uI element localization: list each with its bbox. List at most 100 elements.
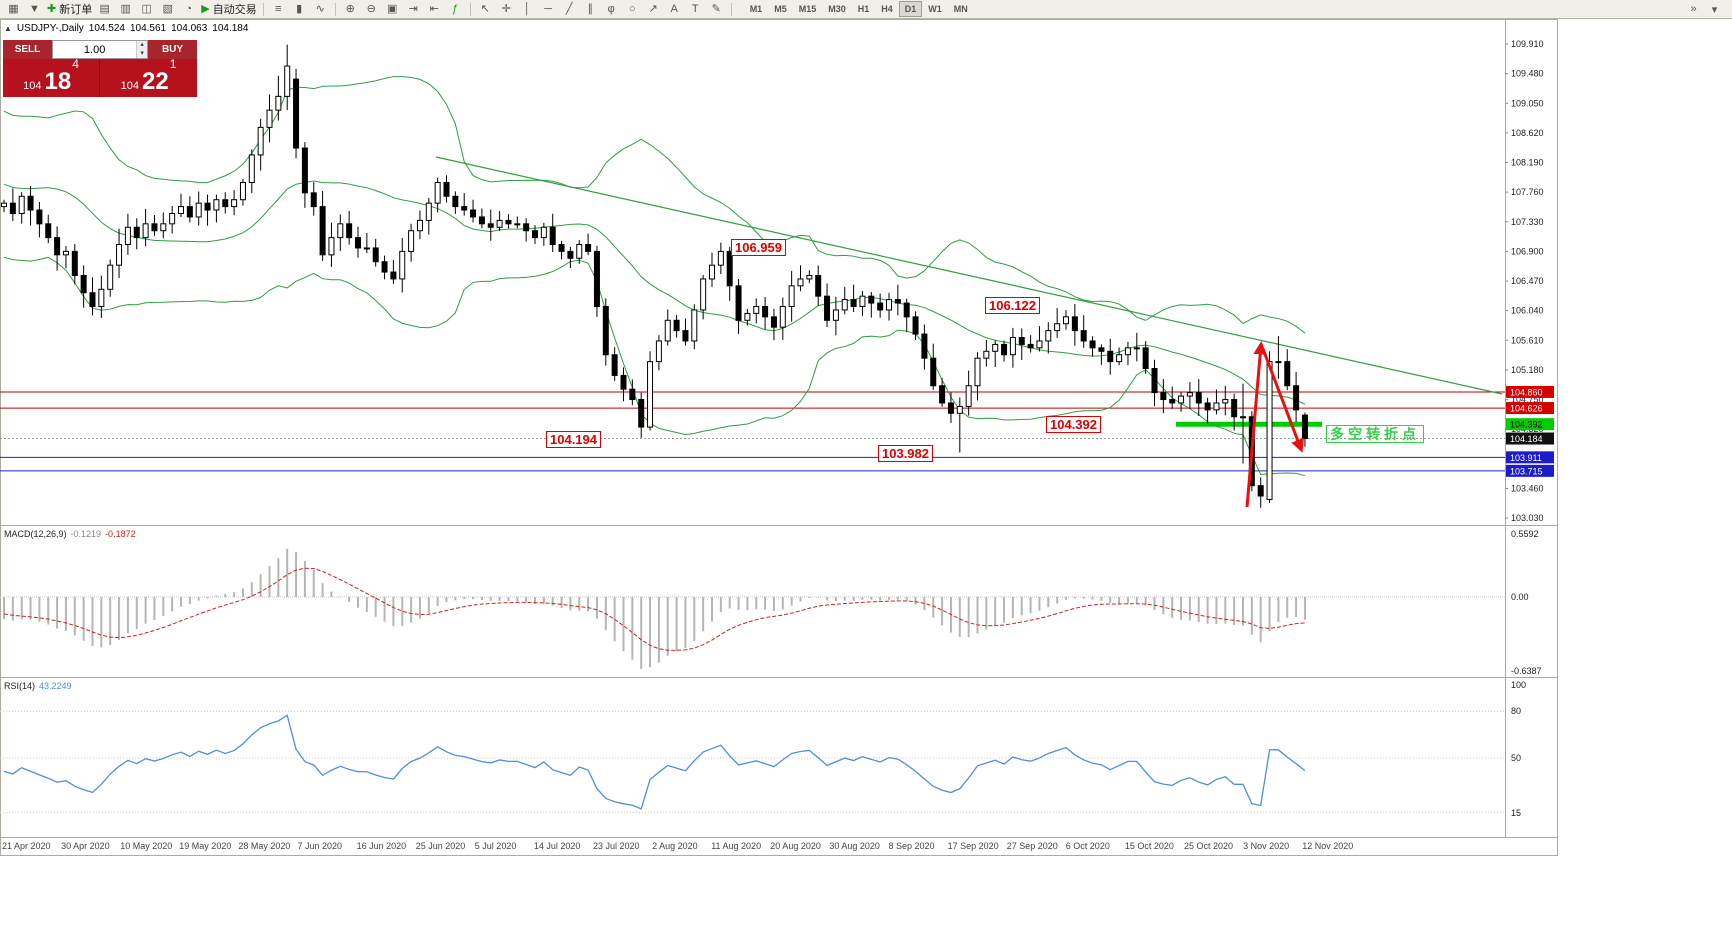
vertical-line-icon[interactable]: │ — [517, 1, 538, 17]
text-icon-glyph: A — [670, 3, 678, 15]
market-watch-icon[interactable]: ▤ — [94, 1, 115, 17]
volume-spinner: ▴ ▾ — [136, 41, 147, 58]
strategy-tester-icon[interactable]: ◔ — [178, 1, 199, 17]
shapes-icon[interactable]: ○ — [622, 1, 643, 17]
autotrading-button[interactable]: ▶ 自动交易 — [199, 1, 258, 17]
delete-objects-icon[interactable]: ✎ — [706, 1, 727, 17]
horizontal-line-icon-glyph: ─ — [544, 3, 553, 15]
date-label: 25 Oct 2020 — [1184, 841, 1233, 851]
zoom-out-icon[interactable]: ⊖ — [361, 1, 382, 17]
price-tag: 104.860 — [1510, 387, 1543, 397]
price-tick: 105.610 — [1511, 335, 1544, 345]
timeframe-mn[interactable]: MN — [953, 4, 968, 14]
zoom-out-icon-glyph: ⊖ — [366, 3, 376, 15]
price-label[interactable]: 106.122 — [985, 297, 1040, 314]
price-tag: 103.715 — [1510, 466, 1543, 476]
date-label: 3 Nov 2020 — [1243, 841, 1289, 851]
timeframe-d1[interactable]: D1 — [898, 1, 923, 17]
zoom-in-icon[interactable]: ⊕ — [340, 1, 361, 17]
timeframe-h4[interactable]: H4 — [881, 4, 893, 14]
new-order-button[interactable]: ✚ 新订单 — [45, 1, 94, 17]
date-label: 17 Sep 2020 — [948, 841, 999, 851]
price-tick: 106.040 — [1511, 306, 1544, 316]
price-tick: 107.760 — [1511, 187, 1544, 197]
text-icon[interactable]: A — [664, 1, 685, 17]
annotation-note[interactable]: 多空转折点 — [1326, 425, 1424, 443]
sell-price-button[interactable]: 104 18 4 — [3, 57, 100, 97]
date-label: 23 Jul 2020 — [593, 841, 640, 851]
date-label: 19 May 2020 — [179, 841, 231, 851]
trendline-icon[interactable]: ╱ — [559, 1, 580, 17]
price-label[interactable]: 104.194 — [546, 431, 601, 448]
indicators-icon[interactable]: ƒ — [445, 1, 466, 17]
date-label: 6 Oct 2020 — [1066, 841, 1110, 851]
toolbar-separator — [262, 2, 264, 16]
crosshair-icon-glyph: ✛ — [501, 3, 511, 15]
tile-windows-icon[interactable]: ▣ — [382, 1, 403, 17]
cursor-icon[interactable]: ↖ — [475, 1, 496, 17]
volume-input[interactable] — [53, 41, 137, 58]
symbol-title: USDJPY-,Daily — [16, 23, 84, 34]
timeframe-m15[interactable]: M15 — [798, 4, 817, 14]
fibonacci-icon[interactable]: φ — [601, 1, 622, 17]
date-label: 10 May 2020 — [120, 841, 172, 851]
date-label: 14 Jul 2020 — [534, 841, 581, 851]
timeframe-h1[interactable]: H1 — [857, 4, 870, 14]
auto-scroll-icon[interactable]: ⇥ — [403, 1, 424, 17]
timeframe-w1[interactable]: W1 — [928, 4, 942, 14]
price-label[interactable]: 106.959 — [731, 239, 786, 256]
price-label[interactable]: 103.982 — [878, 445, 933, 462]
horizontal-line-icon[interactable]: ─ — [538, 1, 559, 17]
delete-objects-icon-glyph: ✎ — [711, 3, 721, 15]
close-value: 104.184 — [212, 23, 249, 34]
toolbar-overflow-icon[interactable]: » — [1690, 3, 1697, 15]
toolbar-right-group: » ▾ — [1683, 1, 1725, 17]
terminal-icon[interactable]: ▧ — [157, 1, 178, 17]
timeframe-m1[interactable]: M1 — [749, 4, 763, 14]
crosshair-icon[interactable]: ✛ — [496, 1, 517, 17]
low-value: 104.063 — [171, 23, 208, 34]
navigator-icon[interactable]: ◫ — [136, 1, 157, 17]
candlestick-chart-icon[interactable]: ▮ — [289, 1, 310, 17]
arrow-tools-icon[interactable]: ↗ — [643, 1, 664, 17]
toolbar-customize-icon[interactable]: ▾ — [1711, 3, 1718, 16]
macd-axis-label: -0.6387 — [1511, 666, 1542, 676]
toolbar-separator — [334, 2, 336, 16]
text-label-icon[interactable]: T — [685, 1, 706, 17]
navigator-icon-glyph: ◫ — [141, 3, 152, 15]
price-tick: 109.050 — [1511, 98, 1544, 108]
high-value: 104.561 — [129, 23, 167, 34]
macd-axis-label: 0.00 — [1511, 592, 1529, 602]
price-tag: 104.626 — [1510, 404, 1543, 414]
open-value: 104.524 — [88, 23, 125, 34]
chart-profiles-icon-glyph: ▼ — [29, 3, 40, 15]
price-tag: 103.911 — [1510, 453, 1542, 463]
date-label: 27 Sep 2020 — [1007, 841, 1058, 851]
symbol-info: ▲ USDJPY-,Daily 104.524 104.561 104.063 … — [4, 23, 248, 34]
buy-price-point: 1 — [169, 57, 177, 71]
data-window-icon[interactable]: ▥ — [115, 1, 136, 17]
price-tag: 104.184 — [1510, 434, 1543, 444]
date-label: 12 Nov 2020 — [1302, 841, 1353, 851]
rsi-axis-label: 80 — [1511, 706, 1521, 716]
timeframe-group: M1 M5 M15 M30 H1 H4 D1 W1 MN — [744, 1, 974, 17]
timeframe-m30[interactable]: M30 — [828, 4, 846, 14]
channel-icon[interactable]: ∥ — [580, 1, 601, 17]
buy-button[interactable]: BUY — [148, 40, 197, 59]
chart-profiles-icon[interactable]: ▼ — [24, 1, 45, 17]
date-label: 30 Aug 2020 — [829, 841, 880, 851]
volume-up-button[interactable]: ▴ — [137, 41, 147, 50]
volume-down-button[interactable]: ▾ — [137, 49, 147, 58]
timeframe-m5[interactable]: M5 — [774, 4, 787, 14]
buy-price-button[interactable]: 104 22 1 — [100, 57, 197, 97]
one-click-collapse-button[interactable]: ▲ — [4, 24, 12, 33]
price-tick: 105.180 — [1511, 365, 1544, 375]
price-label[interactable]: 104.392 — [1046, 416, 1101, 433]
sell-button[interactable]: SELL — [3, 40, 52, 59]
bar-chart-icon[interactable]: ≡ — [268, 1, 289, 17]
new-chart-icon[interactable]: ▦ — [3, 1, 24, 17]
chart-shift-icon[interactable]: ⇤ — [424, 1, 445, 17]
line-chart-icon[interactable]: ∿ — [310, 1, 331, 17]
zoom-in-icon-glyph: ⊕ — [345, 3, 355, 15]
